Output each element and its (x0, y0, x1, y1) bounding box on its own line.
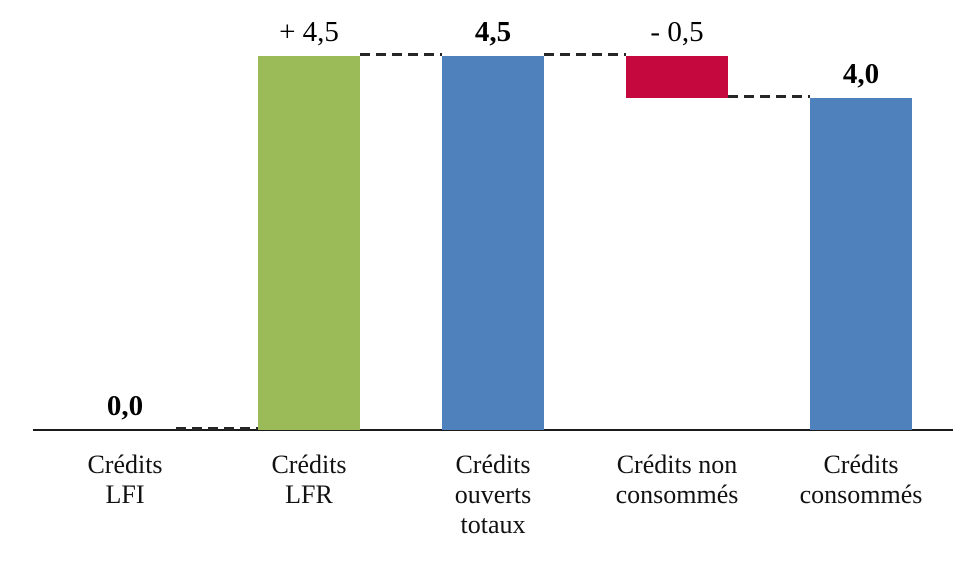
x-axis-line (33, 429, 953, 431)
category-label-line: consommés (799, 480, 923, 509)
bar-credits-consommes (810, 98, 912, 430)
category-label-line: consommés (615, 480, 739, 509)
category-label-line: LFI (105, 480, 145, 509)
category-label-line: Crédits (823, 450, 899, 479)
category-label-line: totaux (460, 510, 526, 539)
category-label-credits-lfi: Crédits LFI (33, 450, 217, 510)
category-label-line: Crédits non (616, 450, 738, 479)
bar-credits-non-consommes (626, 56, 728, 98)
category-label-line: ouverts (454, 480, 532, 509)
data-label-credits-lfi: 0,0 (106, 390, 144, 422)
category-label-line: Crédits (455, 450, 531, 479)
category-label-line: Crédits (87, 450, 163, 479)
bar-credits-ouverts-totaux (442, 56, 544, 430)
category-label-credits-consommes: Crédits consommés (769, 450, 953, 510)
category-label-line: LFR (285, 480, 333, 509)
waterfall-connector-dashed-line (360, 53, 442, 56)
category-label-credits-non-consommes: Crédits non consommés (585, 450, 769, 510)
category-label-credits-lfr: Crédits LFR (217, 450, 401, 510)
waterfall-connector-dashed-line (544, 53, 626, 56)
waterfall-connector-dashed-line (176, 427, 258, 430)
category-label-credits-ouverts-totaux: Crédits ouverts totaux (401, 450, 585, 540)
data-label-credits-ouverts-totaux: 4,5 (474, 16, 512, 48)
waterfall-connector-dashed-line (728, 95, 810, 98)
data-label-credits-consommes: 4,0 (842, 58, 880, 90)
category-label-line: Crédits (271, 450, 347, 479)
bar-credits-lfr (258, 56, 360, 430)
data-label-credits-non-consommes: - 0,5 (650, 16, 704, 48)
data-label-credits-lfr: + 4,5 (279, 16, 339, 48)
